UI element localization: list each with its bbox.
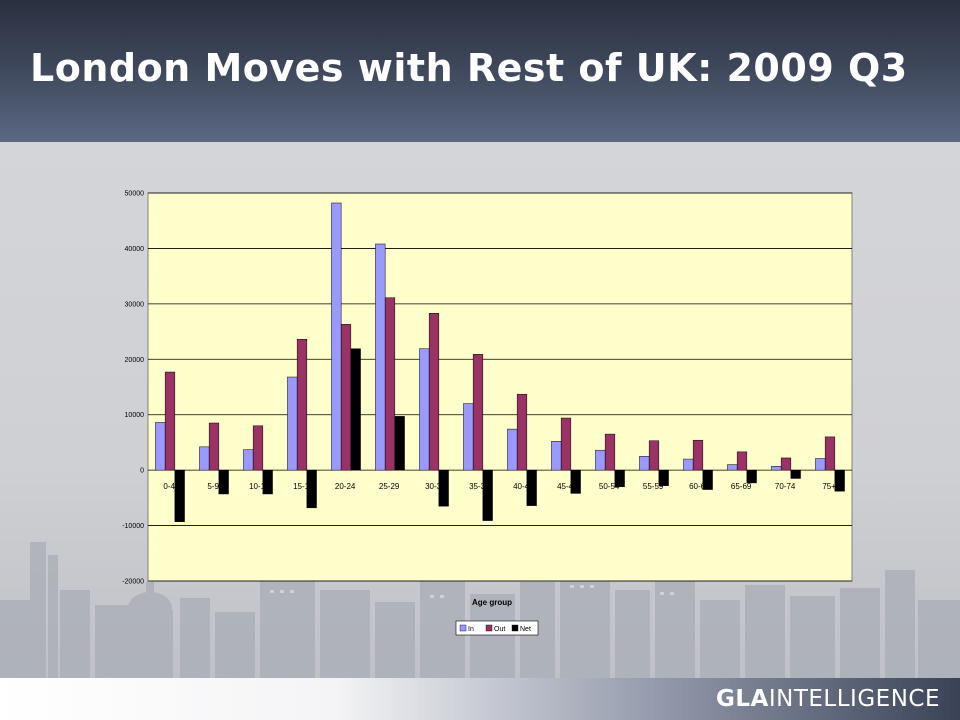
y-tick-label: 0 — [140, 468, 144, 475]
bar-out-5-9 — [208, 422, 220, 471]
bar-out-55-59 — [648, 440, 660, 471]
bar-in-35-39 — [463, 403, 474, 471]
bar-net-25-29 — [394, 416, 405, 471]
bar-in-10-14 — [243, 449, 254, 471]
bar-out-35-39 — [472, 354, 484, 471]
bar-in-70-74 — [771, 466, 782, 471]
y-tick-label: -20000 — [122, 579, 144, 586]
legend-label-out: Out — [494, 626, 505, 633]
bar-in-25-29 — [375, 243, 386, 471]
bar-out-50-54 — [604, 433, 616, 471]
bar-in-40-44 — [507, 428, 518, 471]
page-title: London Moves with Rest of UK: 2009 Q3 — [30, 46, 908, 90]
header-banner: London Moves with Rest of UK: 2009 Q3 — [0, 0, 960, 142]
bar-out-30-34 — [428, 313, 440, 471]
x-tick-label: 25-29 — [379, 482, 400, 491]
legend: In Out Net — [455, 620, 539, 636]
bar-chart: 50000 40000 30000 20000 10000 0 -10000 -20000 0… — [122, 191, 853, 636]
bar-in-30-34 — [419, 348, 430, 471]
x-axis-ticks: 0-4 5-9 10-1 15-1 20-24 25-29 30-3 35-3 40-4 45-4… — [163, 482, 836, 491]
y-tick-label: 40000 — [125, 246, 145, 253]
bar-in-50-54 — [595, 449, 606, 471]
x-tick-label: 40-4 — [513, 482, 530, 491]
y-tick-label: 30000 — [125, 301, 145, 308]
bar-out-70-74 — [780, 457, 792, 471]
y-tick-label: 50000 — [125, 191, 145, 198]
bar-net-30-34 — [438, 469, 449, 507]
x-tick-label: 70-74 — [775, 482, 796, 491]
bar-out-15-19 — [296, 339, 308, 471]
bar-net-65-69 — [746, 469, 757, 484]
bar-net-50-54 — [614, 469, 625, 488]
x-tick-label: 5-9 — [207, 482, 219, 491]
bar-out-65-69 — [736, 451, 748, 471]
x-tick-label: 65-69 — [731, 482, 752, 491]
legend-swatch-in — [459, 624, 467, 632]
bar-net-5-9 — [218, 469, 229, 495]
bar-net-0-4 — [174, 469, 185, 522]
bar-net-55-59 — [658, 469, 669, 486]
bar-out-75+ — [824, 436, 836, 471]
y-tick-label: 10000 — [125, 412, 145, 419]
bar-in-65-69 — [727, 464, 738, 471]
bar-out-45-49 — [560, 417, 572, 471]
plot-area — [147, 192, 853, 582]
city-skyline-image — [0, 542, 960, 678]
bar-net-40-44 — [526, 469, 537, 506]
bar-out-60-64 — [692, 439, 704, 471]
bar-in-5-9 — [199, 446, 210, 471]
bar-out-0-4 — [164, 371, 176, 471]
bar-in-75+ — [815, 458, 826, 471]
bar-net-20-24 — [350, 348, 361, 471]
bar-out-25-29 — [384, 297, 396, 471]
x-tick-label: 30-3 — [425, 482, 442, 491]
x-tick-label: 60-6 — [689, 482, 706, 491]
bar-out-10-14 — [252, 425, 264, 471]
legend-swatch-net — [511, 624, 519, 632]
x-tick-label: 20-24 — [335, 482, 356, 491]
bar-net-15-19 — [306, 469, 317, 509]
bar-net-60-64 — [702, 469, 713, 490]
y-axis-ticks: 50000 40000 30000 20000 10000 0 -10000 -20000 — [122, 191, 144, 586]
bar-in-0-4 — [155, 422, 166, 471]
footer-bar — [0, 678, 960, 720]
y-tick-label: -10000 — [122, 523, 144, 530]
legend-label-net: Net — [520, 626, 531, 633]
bar-net-75+ — [834, 469, 845, 492]
bar-out-20-24 — [340, 324, 352, 471]
x-tick-label: 15-1 — [293, 482, 310, 491]
bar-net-70-74 — [790, 469, 801, 479]
legend-box — [455, 620, 539, 636]
brand-text: INTELLIGENCE — [768, 686, 940, 712]
x-tick-label: 50-54 — [599, 482, 620, 491]
bar-net-35-39 — [482, 469, 493, 521]
bar-net-10-14 — [262, 469, 273, 495]
bar-in-15-19 — [287, 376, 298, 471]
bar-out-40-44 — [516, 393, 528, 471]
gridlines — [147, 192, 853, 582]
bar-in-20-24 — [331, 202, 342, 471]
bar-net-45-49 — [570, 469, 581, 494]
x-tick-label: 55-59 — [643, 482, 664, 491]
bars — [155, 202, 845, 522]
legend-label-in: In — [468, 626, 474, 633]
x-tick-label: 35-3 — [469, 482, 486, 491]
bar-in-45-49 — [551, 441, 562, 471]
x-tick-label: 10-1 — [249, 482, 266, 491]
brand-bold-text: GLA — [716, 686, 769, 712]
bar-in-60-64 — [683, 458, 694, 471]
y-tick-label: 20000 — [125, 357, 145, 364]
gla-intelligence-logo: GLAINTELLIGENCE — [716, 686, 940, 712]
x-tick-label: 0-4 — [163, 482, 175, 491]
bar-in-55-59 — [639, 456, 650, 471]
x-tick-label: 75+ — [822, 482, 836, 491]
legend-swatch-out — [485, 624, 493, 632]
x-tick-label: 45-4 — [557, 482, 574, 491]
x-axis-title: Age group — [472, 598, 512, 607]
